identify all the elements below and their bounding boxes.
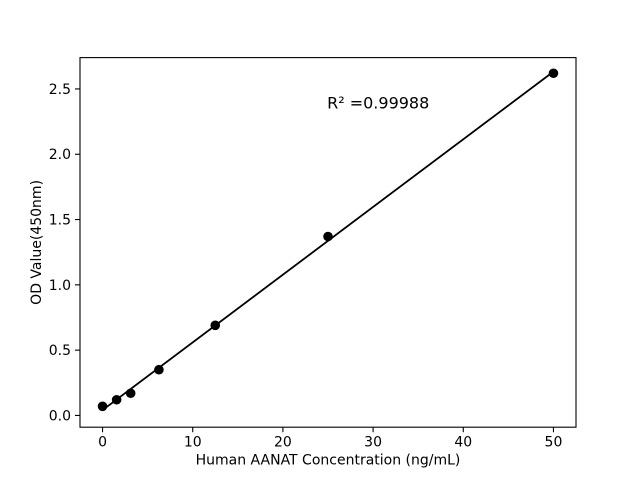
y-tick-label: 0.5	[49, 343, 71, 359]
y-tick-label: 2.5	[49, 82, 71, 98]
y-tick-label: 1.0	[49, 278, 71, 294]
x-tick-label: 40	[454, 435, 472, 451]
r-squared-annotation: R² =0.99988	[327, 94, 429, 113]
data-point	[548, 68, 559, 79]
x-tick-label: 50	[545, 435, 563, 451]
x-tick-label: 20	[274, 435, 292, 451]
data-point	[323, 231, 333, 242]
y-axis-title: OD Value(450nm)	[29, 180, 45, 305]
y-tick-label: 2.0	[49, 147, 71, 163]
data-point	[111, 394, 122, 405]
data-point	[97, 401, 108, 412]
data-point	[125, 388, 136, 399]
x-tick-label: 10	[184, 435, 202, 451]
plot-border	[79, 57, 577, 428]
data-point	[210, 320, 221, 331]
x-tick-label: 0	[98, 435, 107, 451]
data-point	[154, 364, 164, 375]
y-tick-label: 0.0	[49, 408, 71, 424]
y-tick-label: 1.5	[49, 213, 71, 229]
x-tick-label: 30	[364, 435, 382, 451]
x-axis-title: Human AANAT Concentration (ng/mL)	[196, 453, 461, 469]
